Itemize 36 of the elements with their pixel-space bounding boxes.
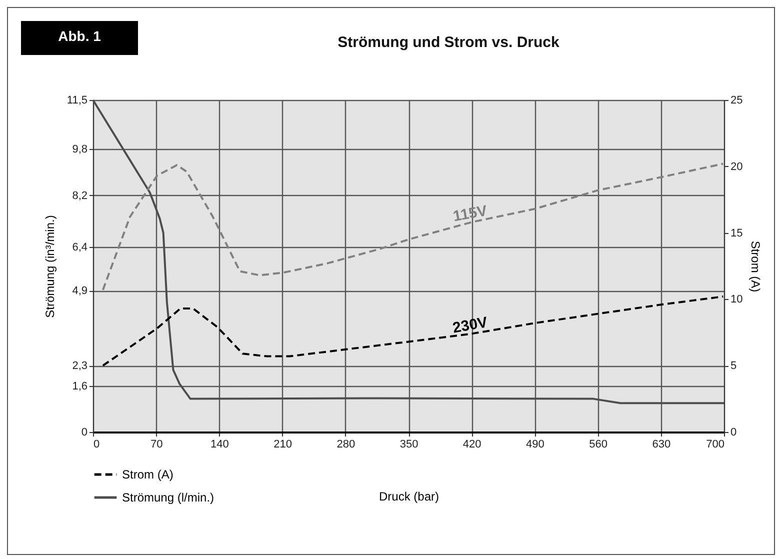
x-tick-label: 420 [462, 438, 482, 450]
y2-tick-label: 25 [730, 94, 743, 106]
x-tick-label: 140 [210, 438, 229, 450]
x-tick-label: 70 [150, 438, 163, 450]
y-tick-label: 0 [81, 426, 88, 438]
x-tick-label: 490 [526, 438, 544, 450]
x-tick-label: 700 [706, 438, 724, 450]
chart-title: Strömung und Strom vs. Druck [338, 34, 560, 51]
y-tick-label: 2,3 [72, 360, 88, 372]
y-tick-label: 8,2 [72, 190, 88, 202]
text: 230V [451, 314, 489, 337]
y2-tick-label: 15 [730, 227, 743, 240]
y2-axis-title: Strom (A) [748, 240, 763, 292]
y2-tick-label: 20 [730, 160, 743, 173]
y2-tick-label: 10 [730, 294, 743, 306]
x-tick-label: 350 [400, 438, 418, 450]
y-tick-label: 11,5 [66, 94, 88, 106]
y2-tick-label: 0 [730, 426, 737, 438]
y2-tick-label: 5 [730, 360, 737, 372]
caption: Abb. 1 [21, 21, 138, 55]
text: 115V [452, 202, 488, 226]
y-tick-label: 9,8 [72, 144, 88, 156]
x-tick-label: 560 [589, 438, 608, 450]
y-axis-title: Strömung (in³/min.) [42, 215, 57, 318]
x-tick-label: 280 [336, 438, 356, 450]
x-tick-label: 210 [274, 438, 292, 450]
text: Strom (A) [122, 468, 174, 482]
y-tick-label: 1,6 [72, 380, 88, 392]
y-tick-label: 4,9 [72, 285, 88, 298]
y-tick-label: 6,4 [72, 242, 88, 254]
x-axis-title: Druck (bar) [378, 490, 440, 504]
x-tick-label: 0 [94, 438, 100, 450]
legend-label: Strömung (l/min.) [122, 490, 214, 504]
line-series [102, 162, 724, 291]
x-tick-label: 630 [652, 438, 671, 450]
line-series [102, 296, 724, 367]
